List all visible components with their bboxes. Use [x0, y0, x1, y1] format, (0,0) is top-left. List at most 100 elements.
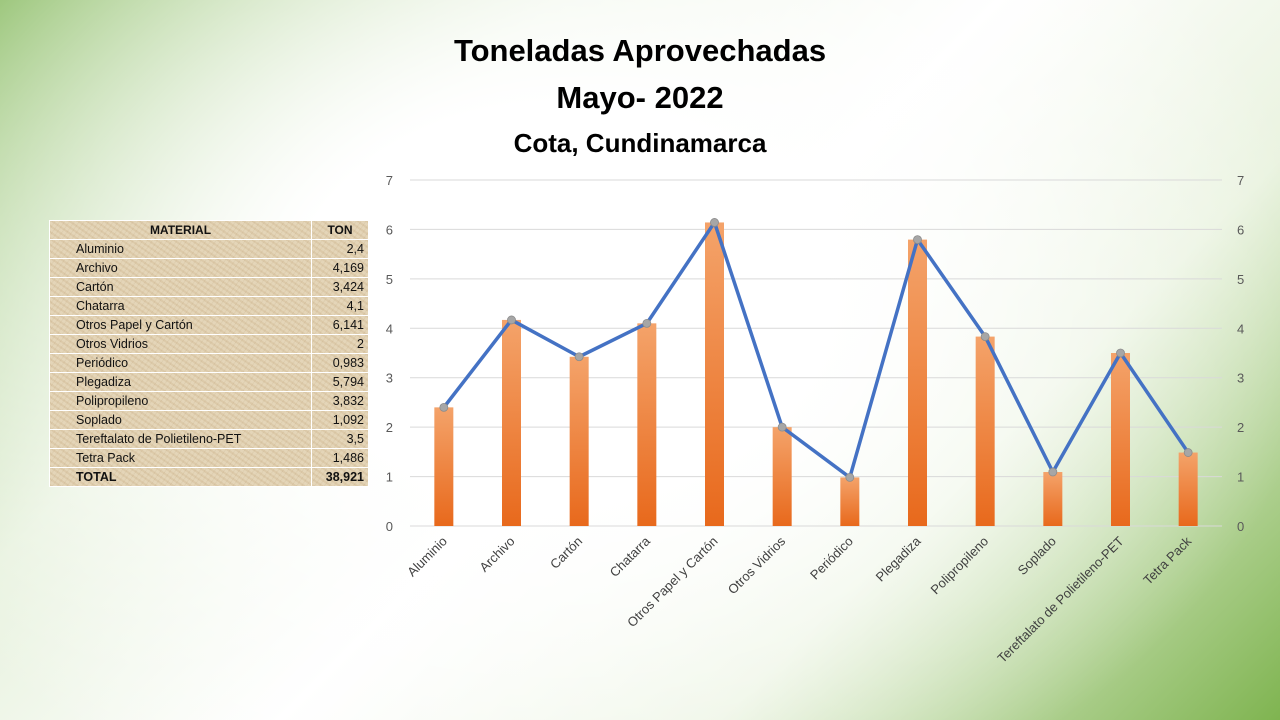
y-tick-label-right: 7 — [1237, 173, 1244, 188]
y-tick-label-left: 4 — [386, 321, 393, 336]
series-line — [442, 220, 1190, 480]
bar — [908, 239, 927, 527]
line-series — [439, 218, 1193, 482]
material-ton: 0,983 — [311, 353, 369, 373]
material-name: Tetra Pack — [49, 448, 312, 468]
line-point — [1183, 448, 1193, 457]
material-name: Soplado — [49, 410, 312, 430]
x-category-label: Chatarra — [607, 533, 654, 580]
material-name: Periódico — [49, 353, 312, 373]
bar — [434, 407, 454, 526]
material-ton: 4,1 — [311, 296, 369, 316]
y-tick-label-right: 4 — [1237, 321, 1244, 336]
bar — [975, 336, 995, 526]
x-category-label: Tereftalato de Polietileno-PET — [994, 533, 1126, 665]
y-tick-label-right: 0 — [1237, 519, 1244, 534]
y-tick-label-right: 5 — [1237, 272, 1244, 287]
material-name: Aluminio — [49, 239, 312, 259]
material-name: Otros Papel y Cartón — [49, 315, 312, 335]
y-tick-label-right: 2 — [1237, 420, 1244, 435]
y-tick-label-right: 6 — [1237, 222, 1244, 237]
bar — [1178, 452, 1198, 526]
x-category-label: Polipropileno — [928, 534, 992, 598]
table-row: Soplado 1,092 — [49, 410, 369, 430]
gridlines — [410, 179, 1222, 527]
table-row: Otros Vidrios 2 — [49, 334, 369, 354]
table-row: Tereftalato de Polietileno-PET 3,5 — [49, 429, 369, 449]
line-point — [777, 422, 787, 432]
y-tick-label-left: 3 — [386, 371, 393, 386]
table-row: Tetra Pack 1,486 — [49, 448, 369, 468]
x-category-label: Archivo — [476, 534, 517, 575]
material-ton: 4,169 — [311, 258, 369, 278]
table-row: Plegadiza 5,794 — [49, 372, 369, 392]
y-tick-label-left: 2 — [386, 420, 393, 435]
bar — [569, 356, 589, 526]
y-axis-right: 0 1 2 3 4 5 6 7 — [1237, 173, 1244, 534]
bar — [502, 319, 521, 526]
materials-table: MATERIAL TON Aluminio 2,4 Archivo 4,169 Cart… — [49, 220, 369, 487]
y-tick-label-left: 5 — [386, 272, 393, 287]
x-category-label: Aluminio — [404, 534, 450, 580]
material-name: Tereftalato de Polietileno-PET — [49, 429, 312, 449]
x-category-label: Otros Vidrios — [725, 533, 789, 597]
table-header-row: MATERIAL TON — [49, 220, 369, 240]
material-name: Plegadiza — [49, 372, 312, 392]
material-ton: 3,424 — [311, 277, 369, 297]
y-tick-label-left: 6 — [386, 222, 393, 237]
bar — [772, 427, 792, 526]
table-row: Aluminio 2,4 — [49, 239, 369, 259]
material-ton: 6,141 — [311, 315, 369, 335]
y-tick-label-right: 3 — [1237, 371, 1244, 386]
table-row: Polipropileno 3,832 — [49, 391, 369, 411]
material-name: Archivo — [49, 258, 312, 278]
line-point — [507, 315, 516, 325]
chart-location: Cota, Cundinamarca — [513, 128, 767, 158]
table-row: Otros Papel y Cartón 6,141 — [49, 315, 369, 335]
bar — [1043, 472, 1063, 526]
bar — [840, 477, 860, 526]
table-row: Cartón 3,424 — [49, 277, 369, 297]
line-point — [642, 318, 652, 328]
table-total-row: TOTAL 38,921 — [49, 467, 369, 487]
bar — [705, 222, 724, 526]
material-ton: 2,4 — [311, 239, 369, 259]
x-category-label: Cartón — [547, 534, 585, 572]
total-value: 38,921 — [311, 467, 369, 487]
line-point — [845, 473, 855, 482]
table-row: Chatarra 4,1 — [49, 296, 369, 316]
y-tick-label-left: 0 — [386, 519, 393, 534]
material-ton: 2 — [311, 334, 369, 354]
y-axis-left: 0 1 2 3 4 5 6 7 — [386, 173, 393, 534]
y-tick-label-right: 1 — [1237, 470, 1244, 485]
y-tick-label-left: 7 — [386, 173, 393, 188]
material-ton: 3,832 — [311, 391, 369, 411]
line-point — [913, 235, 922, 245]
material-ton: 1,486 — [311, 448, 369, 468]
y-tick-label-left: 1 — [386, 470, 393, 485]
chart-title: Toneladas Aprovechadas — [453, 33, 827, 68]
line-point — [710, 218, 719, 227]
bar — [1111, 353, 1130, 526]
x-category-label: Soplado — [1015, 534, 1059, 578]
line-point — [574, 352, 584, 362]
x-category-label: Periódico — [807, 534, 856, 583]
header-ton: TON — [311, 220, 369, 240]
bar — [637, 323, 657, 526]
x-category-label: Tetra Pack — [1140, 533, 1194, 587]
line-point — [1116, 348, 1125, 358]
total-label: TOTAL — [49, 467, 312, 487]
line-point — [1048, 467, 1058, 477]
table-row: Periódico 0,983 — [49, 353, 369, 373]
material-name: Otros Vidrios — [49, 334, 312, 354]
material-ton: 1,092 — [311, 410, 369, 430]
chart-subtitle: Mayo- 2022 — [556, 80, 724, 115]
table-row: Archivo 4,169 — [49, 258, 369, 278]
material-name: Polipropileno — [49, 391, 312, 411]
table-body: Aluminio 2,4 Archivo 4,169 Cartón 3,424 Chatar… — [49, 239, 369, 487]
x-category-label: Plegadiza — [873, 533, 925, 585]
line-point — [439, 402, 449, 412]
bar-series — [434, 222, 1198, 527]
